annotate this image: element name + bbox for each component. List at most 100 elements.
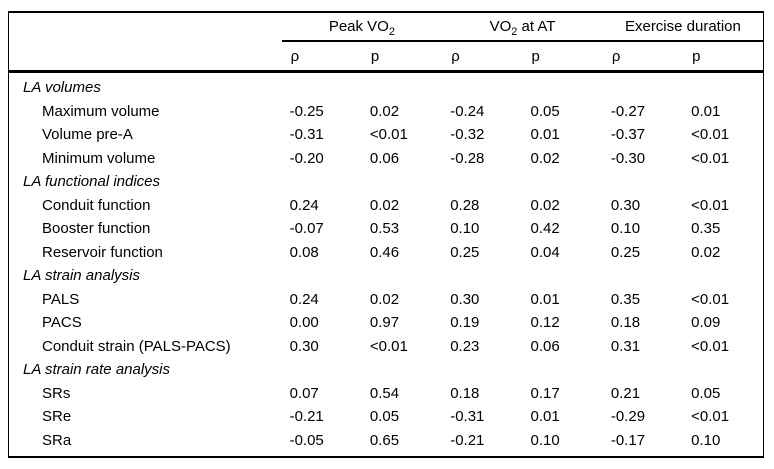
cell-value: -0.21 <box>450 431 485 449</box>
column-subheader-row: ρ p ρ p ρ p <box>8 41 764 73</box>
cell-value: 0.02 <box>530 196 560 214</box>
col-header-p: p <box>522 41 603 73</box>
cell-value: 0.01 <box>530 126 560 144</box>
cell-value: 0.18 <box>610 314 641 332</box>
col-group-label: Peak VO <box>328 18 389 35</box>
table-row: Volume pre-A -0.31 <0.01 -0.32 0.01 -0.3… <box>9 123 764 147</box>
cell-value: -0.20 <box>289 149 324 167</box>
column-group-header-row: Peak VO2 VO2 at AT Exercise duration <box>9 12 764 42</box>
cell-value: 0.35 <box>691 220 721 238</box>
cell-value: <0.01 <box>369 126 408 144</box>
cell-value: 0.10 <box>450 220 480 238</box>
cell-value: -0.05 <box>289 431 324 449</box>
cell-value: 0.01 <box>691 102 721 120</box>
row-label: Maximum volume <box>42 102 160 120</box>
table-row: Minimum volume -0.20 0.06 -0.28 0.02 -0.… <box>9 147 764 171</box>
cell-value: 0.42 <box>530 220 560 238</box>
section-label: LA volumes <box>23 79 101 97</box>
cell-value: <0.01 <box>691 149 730 167</box>
col-header-p: p <box>361 41 443 73</box>
cell-value: 0.30 <box>289 337 319 355</box>
row-label: Reservoir function <box>42 243 163 261</box>
cell-value: 0.28 <box>450 196 480 214</box>
cell-value: -0.17 <box>610 431 646 449</box>
cell-value: 0.05 <box>369 408 400 426</box>
cell-value: 0.01 <box>530 290 560 308</box>
cell-value: 0.07 <box>289 384 319 402</box>
cell-value: <0.01 <box>691 290 730 308</box>
row-label: Conduit function <box>42 196 151 214</box>
section-row-la-strain-rate-analysis: LA strain rate analysis <box>9 358 764 382</box>
cell-value: 0.46 <box>369 243 400 261</box>
cell-value: 0.02 <box>530 149 560 167</box>
cell-value: 0.10 <box>530 431 560 449</box>
corner-cell <box>9 12 282 41</box>
cell-value: 0.30 <box>610 196 641 214</box>
cell-value: -0.28 <box>450 149 485 167</box>
cell-value: -0.30 <box>610 149 646 167</box>
cell-value: 0.10 <box>691 431 721 449</box>
cell-value: -0.29 <box>610 408 646 426</box>
col-group-peak-vo2: Peak VO2 <box>281 12 443 42</box>
cell-value: 0.06 <box>530 337 560 355</box>
cell-value: 0.02 <box>691 243 721 261</box>
row-label: Minimum volume <box>42 149 156 167</box>
cell-value: 0.19 <box>450 314 480 332</box>
cell-value: 0.02 <box>369 290 400 308</box>
cell-value: -0.24 <box>450 102 485 120</box>
section-label: LA strain analysis <box>23 267 140 285</box>
cell-value: 0.09 <box>691 314 721 332</box>
section-label: LA functional indices <box>23 173 161 191</box>
cell-value: 0.10 <box>610 220 641 238</box>
cell-value: <0.01 <box>369 337 408 355</box>
section-row-la-strain-analysis: LA strain analysis <box>9 264 764 288</box>
cell-value: -0.07 <box>289 220 324 238</box>
section-row-la-functional-indices: LA functional indices <box>9 170 764 194</box>
cell-value: 0.97 <box>369 314 400 332</box>
cell-value: -0.25 <box>289 102 324 120</box>
corner-cell <box>8 41 282 73</box>
table-row: PACS 0.00 0.97 0.19 0.12 0.18 0.09 <box>9 311 764 335</box>
cell-value: -0.31 <box>450 408 485 426</box>
table-row: Booster function -0.07 0.53 0.10 0.42 0.… <box>9 217 764 241</box>
cell-value: 0.05 <box>530 102 560 120</box>
col-group-exercise-duration: Exercise duration <box>602 12 764 42</box>
paper-table-container: Peak VO2 VO2 at AT Exercise duration ρ p… <box>8 11 764 458</box>
cell-value: -0.27 <box>610 102 646 120</box>
cell-value: 0.23 <box>450 337 480 355</box>
cell-value: <0.01 <box>691 408 730 426</box>
row-label: Volume pre-A <box>42 126 133 144</box>
cell-value: 0.17 <box>530 384 560 402</box>
cell-value: 0.00 <box>289 314 319 332</box>
table-row: Reservoir function 0.08 0.46 0.25 0.04 0… <box>9 241 764 265</box>
cell-value: 0.65 <box>369 431 400 449</box>
cell-value: <0.01 <box>691 337 730 355</box>
col-group-label: VO <box>489 18 512 35</box>
cell-value: <0.01 <box>691 196 730 214</box>
cell-value: -0.32 <box>450 126 485 144</box>
table-row: Conduit function 0.24 0.02 0.28 0.02 0.3… <box>9 194 764 218</box>
cell-value: 0.01 <box>530 408 560 426</box>
correlation-table: Peak VO2 VO2 at AT Exercise duration ρ p… <box>8 11 764 458</box>
cell-value: 0.12 <box>530 314 560 332</box>
cell-value: 0.02 <box>369 102 400 120</box>
cell-value: 0.24 <box>289 290 319 308</box>
row-label: SRe <box>42 408 72 426</box>
col-header-rho: ρ <box>442 41 523 73</box>
table-row: Conduit strain (PALS-PACS) 0.30 <0.01 0.… <box>9 335 764 359</box>
col-header-rho: ρ <box>281 41 362 73</box>
section-label: LA strain rate analysis <box>23 361 171 379</box>
cell-value: -0.21 <box>289 408 324 426</box>
cell-value: 0.25 <box>450 243 480 261</box>
cell-value: -0.31 <box>289 126 324 144</box>
cell-value: -0.37 <box>610 126 646 144</box>
col-header-rho: ρ <box>602 41 684 73</box>
cell-value: 0.53 <box>369 220 400 238</box>
cell-value: 0.02 <box>369 196 400 214</box>
col-group-label: at AT <box>517 18 556 35</box>
cell-value: 0.08 <box>289 243 319 261</box>
row-label: SRa <box>42 431 72 449</box>
row-label: Booster function <box>42 220 151 238</box>
row-label: PALS <box>42 290 80 308</box>
col-group-label: Exercise duration <box>624 18 741 35</box>
